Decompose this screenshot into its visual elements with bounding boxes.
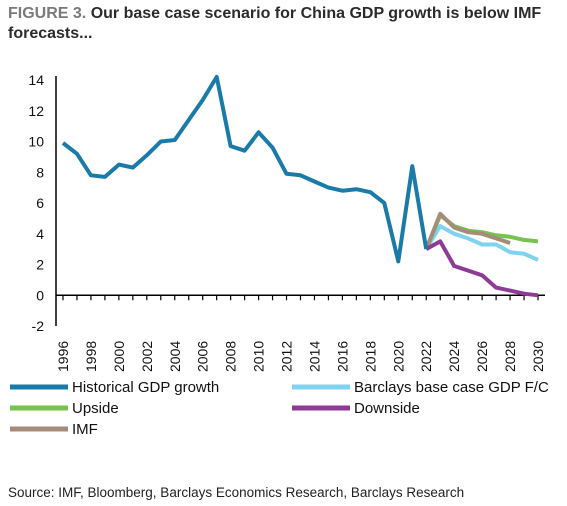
x-tick-label: 2030 [530,341,546,372]
y-tick-label: 12 [28,103,44,119]
x-tick-label: 2020 [390,341,406,372]
x-tick-label: 2026 [474,341,490,372]
source-note: Source: IMF, Bloomberg, Barclays Economi… [8,485,465,500]
figure-title: Our base case scenario for China GDP gro… [8,5,542,42]
y-tick-label: 4 [36,226,44,242]
series-line-downside [425,239,539,298]
y-tick-label: 2 [36,257,44,273]
y-tick-label: 6 [36,195,44,211]
x-tick-label: 2024 [446,341,462,372]
chart-axes: -2 0 2 4 6 8 10 12 14 1996 1998 2000 2002 2004 2006 200… [28,72,546,372]
x-tick-label: 1996 [55,341,71,372]
y-tick-label: -2 [32,318,45,334]
y-tick-label: 8 [36,164,44,180]
x-tick-label: 2002 [139,341,155,372]
chart-title: FIGURE 3. Our base case scenario for Chi… [8,4,558,44]
chart-series-lines [61,74,539,298]
x-tick-label: 2016 [334,341,350,372]
series-line-historical-gdp-growth [61,74,429,264]
x-tick-label: 2010 [251,341,267,372]
figure-label: FIGURE 3. [8,5,87,22]
x-tick-label: 2012 [279,341,295,372]
x-tick-label: 2028 [502,341,518,372]
x-tick-label: 2014 [306,341,322,372]
y-tick-label: 10 [28,134,44,150]
x-tick-label: 2018 [362,341,378,372]
x-tick-label: 2006 [195,341,211,372]
y-tick-label: 14 [28,72,44,88]
line-chart: -2 0 2 4 6 8 10 12 14 1996 1998 2000 2002 2004 2006 200… [10,72,549,438]
legend-label-imf: IMF [72,421,98,438]
chart-legend: Historical GDP growth Barclays base case … [10,379,549,438]
legend-label-upside: Upside [72,400,119,417]
x-tick-label: 2004 [167,341,183,372]
series-line-barclays-base-case-gdp-f-c [424,224,539,262]
y-tick-label: 0 [36,287,44,303]
legend-label-barclays-base-case-gdp-f-c: Barclays base case GDP F/C [354,379,549,396]
x-tick-label: 2022 [418,341,434,372]
x-tick-label: 2000 [111,341,127,372]
x-tick-label: 1998 [83,341,99,372]
legend-label-historical-gdp-growth: Historical GDP growth [72,379,219,396]
series-line-imf [424,211,511,250]
x-tick-label: 2008 [223,341,239,372]
legend-label-downside: Downside [354,400,420,417]
